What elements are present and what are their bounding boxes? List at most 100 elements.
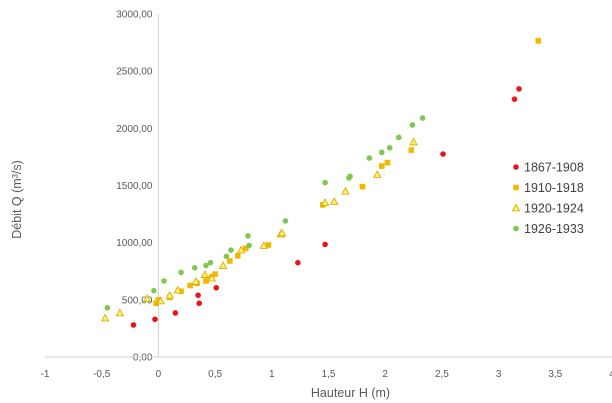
data-point (178, 269, 184, 276)
data-point (236, 245, 246, 254)
y-tick-label: 0,00 (133, 353, 153, 364)
data-point (384, 159, 391, 166)
data-point (359, 183, 366, 190)
data-point (100, 313, 110, 322)
x-tick-label: 0 (156, 369, 162, 380)
data-point (153, 300, 159, 307)
data-point (511, 96, 518, 102)
data-point (172, 310, 179, 316)
data-point (320, 198, 330, 206)
data-point (213, 285, 220, 291)
x-tick-label: 4 (609, 369, 612, 380)
legend-item: 1920-1924 (511, 202, 584, 216)
data-point (242, 245, 249, 252)
data-point (347, 173, 353, 180)
data-point (212, 271, 218, 277)
data-point (282, 218, 289, 224)
series-1 (130, 86, 522, 328)
data-point (161, 278, 167, 284)
data-point (246, 242, 252, 249)
data-point (218, 261, 228, 269)
data-point (142, 294, 152, 302)
data-point (378, 149, 385, 156)
data-point (366, 155, 373, 161)
x-tick-label: 2 (382, 369, 388, 380)
legend-item: 1910-1918 (513, 181, 584, 195)
data-point (200, 270, 210, 278)
data-point (245, 233, 251, 239)
legend-label: 1926-1933 (524, 222, 584, 236)
data-point (195, 292, 201, 299)
data-point (322, 179, 328, 186)
legend-label: 1867-1908 (524, 161, 584, 175)
x-tick-label: 0,5 (208, 369, 222, 380)
data-point (295, 259, 301, 266)
legend-marker (511, 203, 521, 212)
data-point (104, 305, 111, 311)
y-tick-labels: 0,00 500,00 1000,00 1500,00 2000,00 2500,00 30… (116, 10, 153, 364)
data-point (265, 242, 272, 248)
data-point (378, 163, 385, 169)
data-point (277, 228, 287, 237)
data-point (115, 308, 125, 317)
y-tick-label: 1000,00 (116, 238, 153, 249)
x-tick-label: 3 (496, 369, 502, 380)
x-tick-label: -1 (41, 369, 50, 380)
data-point (207, 259, 214, 266)
data-point (191, 265, 198, 271)
data-point (234, 253, 241, 259)
data-point (207, 273, 216, 282)
legend-label: 1910-1918 (524, 181, 584, 195)
data-point (228, 247, 234, 253)
data-point (259, 241, 269, 249)
data-point (178, 288, 184, 295)
legend-marker (513, 164, 519, 170)
x-tick-label: 1,5 (322, 369, 336, 380)
legend: 1867-1908 1910-1918 1920-1924 1926-1933 (511, 161, 584, 236)
y-axis-title: Débit Q (m³/s) (10, 160, 24, 238)
series-3 (100, 137, 418, 322)
data-point (409, 122, 416, 128)
data-point (223, 253, 230, 260)
data-point (535, 38, 542, 44)
data-point (203, 262, 209, 269)
x-tick-label: -0,5 (93, 369, 111, 380)
legend-marker (513, 184, 519, 191)
data-point (187, 282, 193, 289)
y-tick-label: 2000,00 (116, 124, 153, 135)
data-point (155, 297, 162, 303)
data-point (203, 278, 209, 284)
series-2 (153, 38, 542, 307)
data-point (341, 186, 350, 195)
y-tick-label: 500,00 (122, 295, 153, 306)
x-axis-title: Hauteur H (m) (311, 386, 390, 400)
data-point (151, 287, 157, 294)
x-tick-label: 2,5 (435, 369, 449, 380)
data-point (396, 134, 402, 141)
data-point (440, 151, 446, 157)
data-point (227, 258, 233, 264)
x-tick-label: 3,5 (548, 369, 562, 380)
y-tick-label: 2500,00 (116, 67, 153, 78)
data-point (165, 290, 175, 299)
y-tick-label: 3000,00 (116, 10, 153, 21)
legend-marker (513, 225, 519, 232)
data-point (408, 147, 415, 153)
data-point (386, 144, 393, 151)
data-point (322, 241, 328, 248)
data-point (516, 86, 522, 92)
series-4 (104, 115, 426, 311)
data-points (100, 38, 542, 328)
data-point (156, 296, 165, 305)
data-point (372, 170, 382, 178)
legend-label: 1920-1924 (524, 202, 584, 216)
data-point (152, 316, 158, 323)
data-point (409, 137, 418, 146)
data-point (196, 300, 203, 307)
data-point (191, 277, 201, 285)
data-point (419, 115, 426, 121)
x-tick-label: 1 (269, 369, 275, 380)
data-point (173, 285, 182, 294)
x-tick-labels: -1 -0,5 0 0,5 1 1,5 2 2,5 3 3,5 4 (41, 369, 612, 380)
